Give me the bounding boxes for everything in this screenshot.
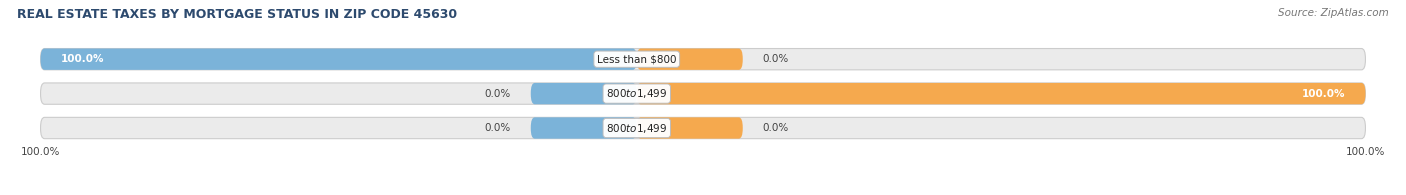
FancyBboxPatch shape	[637, 117, 742, 139]
FancyBboxPatch shape	[531, 117, 637, 139]
Text: $800 to $1,499: $800 to $1,499	[606, 87, 668, 100]
Text: 0.0%: 0.0%	[485, 123, 510, 133]
Text: 0.0%: 0.0%	[485, 89, 510, 99]
Text: 100.0%: 100.0%	[1302, 89, 1346, 99]
Text: 0.0%: 0.0%	[762, 123, 789, 133]
FancyBboxPatch shape	[41, 117, 1365, 139]
FancyBboxPatch shape	[531, 83, 637, 104]
Text: 100.0%: 100.0%	[1346, 147, 1385, 157]
Text: 100.0%: 100.0%	[60, 54, 104, 64]
FancyBboxPatch shape	[637, 49, 742, 70]
Text: $800 to $1,499: $800 to $1,499	[606, 121, 668, 135]
FancyBboxPatch shape	[41, 83, 1365, 104]
Text: 0.0%: 0.0%	[762, 54, 789, 64]
Text: REAL ESTATE TAXES BY MORTGAGE STATUS IN ZIP CODE 45630: REAL ESTATE TAXES BY MORTGAGE STATUS IN …	[17, 8, 457, 21]
FancyBboxPatch shape	[41, 49, 1365, 70]
FancyBboxPatch shape	[41, 49, 637, 70]
Text: Source: ZipAtlas.com: Source: ZipAtlas.com	[1278, 8, 1389, 18]
Text: 100.0%: 100.0%	[21, 147, 60, 157]
Text: Less than $800: Less than $800	[598, 54, 676, 64]
FancyBboxPatch shape	[637, 83, 1365, 104]
